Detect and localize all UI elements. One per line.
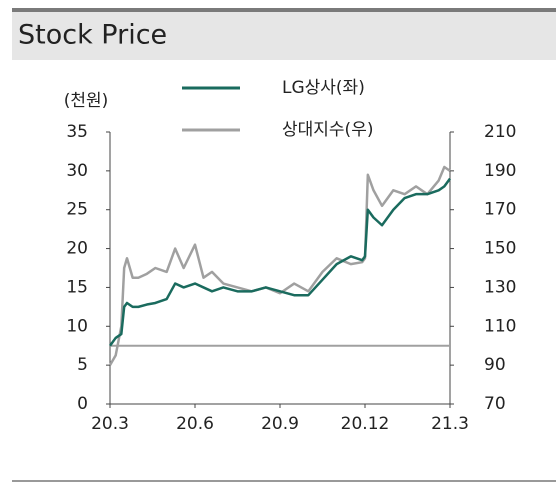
y-tick-label: 25 (66, 200, 88, 220)
x-tick-label: 20.6 (176, 414, 214, 434)
series-line (108, 165, 451, 366)
y2-tick-label: 210 (484, 122, 516, 142)
header-title: Stock Price (18, 20, 167, 51)
legend-label: LG상사(좌) (282, 78, 365, 98)
y-axis-label: (천원) (64, 91, 109, 111)
header-band (12, 12, 556, 60)
y-tick-label: 15 (66, 277, 88, 297)
y-tick-label: 10 (66, 316, 88, 336)
y2-tick-label: 110 (484, 316, 516, 336)
x-tick-label: 20.9 (261, 414, 299, 434)
y-tick-label: 35 (66, 122, 88, 142)
series-line (108, 177, 452, 347)
y2-tick-label: 150 (484, 239, 516, 259)
y2-tick-label: 190 (484, 161, 516, 181)
footer-rule (12, 480, 556, 482)
x-tick-label: 20.3 (91, 414, 129, 434)
y2-tick-label: 70 (484, 394, 506, 414)
y2-tick-label: 90 (484, 355, 506, 375)
header-rule (12, 8, 556, 12)
y-tick-label: 20 (66, 239, 88, 259)
x-tick-label: 21.3 (431, 414, 469, 434)
x-tick-label: 20.12 (341, 414, 390, 434)
y-tick-label: 5 (77, 355, 88, 375)
y2-tick-label: 130 (484, 277, 516, 297)
y-tick-label: 0 (77, 394, 88, 414)
legend-label: 상대지수(우) (282, 120, 373, 140)
y-tick-label: 30 (66, 161, 88, 181)
y2-tick-label: 170 (484, 200, 516, 220)
